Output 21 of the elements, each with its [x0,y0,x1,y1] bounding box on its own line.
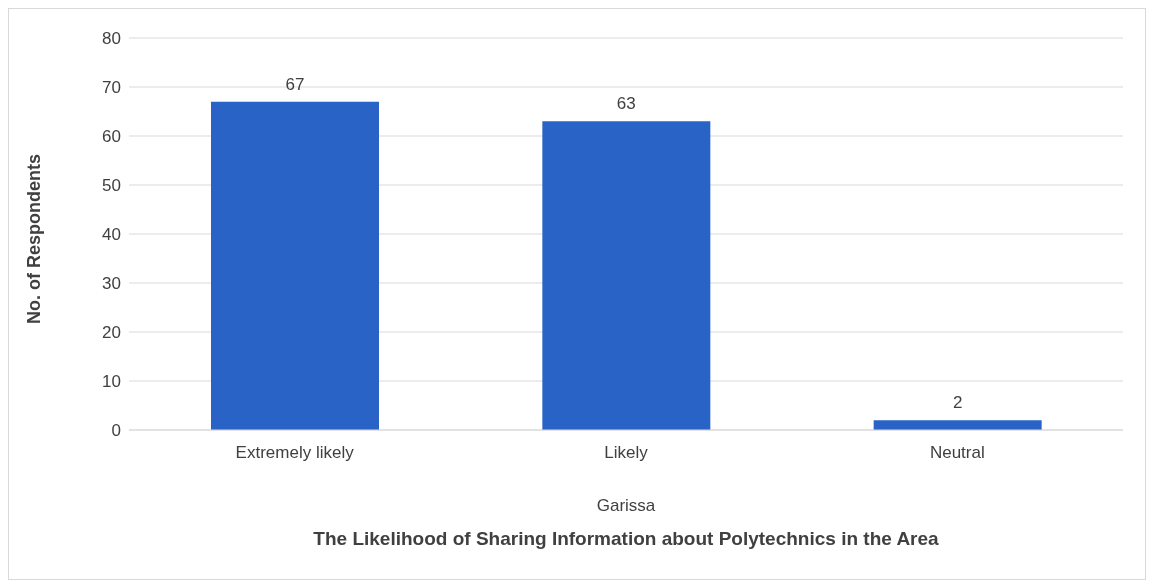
y-tick-label: 50 [102,176,121,196]
bar [542,121,711,430]
x-tick-label: Extremely likely [235,443,355,463]
y-tick-label: 80 [102,29,121,49]
y-tick-label: 30 [102,274,121,294]
y-tick-label: 0 [111,421,121,441]
text: Garissa [595,496,657,516]
y-tick-label: 40 [102,225,121,245]
y-axis-title: No. of Respondents [24,154,45,324]
data-label: 2 [952,393,963,413]
x-tick-label: Likely [604,443,649,463]
y-tick-label: 10 [102,372,121,392]
y-tick-label: 70 [102,78,121,98]
bar [211,101,379,430]
data-label: 63 [616,94,636,114]
y-tick-label: 60 [102,127,121,147]
x-axis-title: The Likelihood of Sharing Information about Polytechnics in the Area [312,528,940,550]
data-label: 67 [285,74,305,94]
x-tick-label: Neutral [929,443,985,463]
y-tick-label: 20 [102,323,121,343]
bar [873,420,1042,430]
